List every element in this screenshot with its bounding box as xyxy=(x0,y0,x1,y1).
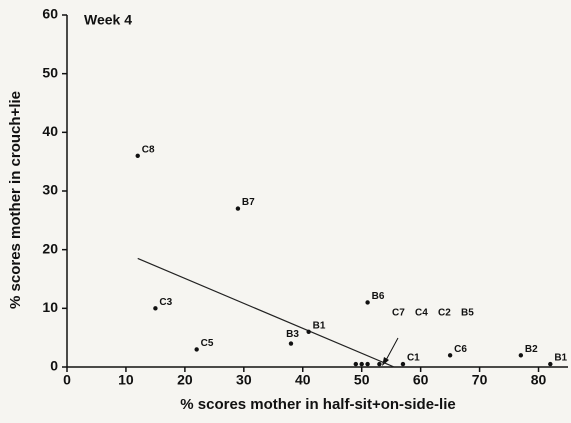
y-tick-label: 0 xyxy=(50,358,58,374)
point-label: B1 xyxy=(313,320,326,331)
point-label: C8 xyxy=(142,144,155,155)
point xyxy=(359,361,364,367)
point xyxy=(365,300,370,305)
point xyxy=(288,341,294,346)
point-label: B7 xyxy=(242,197,255,208)
point xyxy=(194,347,199,352)
point-label: B2 xyxy=(525,344,538,355)
x-axis-label: % scores mother in half-sit+on-side-lie xyxy=(180,396,455,413)
x-tick-label: 0 xyxy=(63,372,71,388)
x-tick-label: 30 xyxy=(236,372,252,388)
y-tick-label: 60 xyxy=(42,6,58,22)
y-tick-label: 10 xyxy=(42,299,58,315)
point xyxy=(365,361,370,367)
point-label: B3 xyxy=(286,329,299,340)
point-label: C3 xyxy=(159,297,172,308)
cluster-arrow-head xyxy=(382,357,389,366)
x-tick-label: 80 xyxy=(531,372,547,388)
point xyxy=(235,206,241,211)
point-label: B5 xyxy=(461,308,474,319)
y-tick-label: 20 xyxy=(42,240,58,256)
point xyxy=(400,361,406,367)
point xyxy=(377,361,382,367)
point-label: C4 xyxy=(415,308,428,319)
point-label: C2 xyxy=(438,308,451,319)
point xyxy=(135,153,140,158)
y-tick-label: 30 xyxy=(42,182,58,198)
chart-title: Week 4 xyxy=(84,12,132,28)
point xyxy=(153,306,158,311)
x-tick-label: 50 xyxy=(354,372,370,388)
point-label: B1 xyxy=(554,353,567,364)
point-label: C5 xyxy=(201,338,214,349)
y-tick-label: 50 xyxy=(42,64,58,80)
trend-line xyxy=(137,257,395,368)
x-tick-label: 60 xyxy=(413,372,429,388)
x-tick-label: 70 xyxy=(472,372,488,388)
point xyxy=(447,353,453,358)
x-tick-label: 10 xyxy=(118,372,134,388)
point xyxy=(306,329,311,334)
point xyxy=(353,361,359,367)
y-tick-label: 40 xyxy=(42,123,58,139)
point-label: C7 xyxy=(392,308,405,319)
point-label: C1 xyxy=(407,353,420,364)
y-axis-label: % scores mother in crouch+lie xyxy=(7,91,24,309)
point-label: C6 xyxy=(454,344,467,355)
point xyxy=(518,353,524,358)
point-label: B6 xyxy=(372,291,385,302)
point xyxy=(548,361,553,367)
x-tick-label: 20 xyxy=(177,372,193,388)
cluster-arrow xyxy=(384,337,399,363)
x-tick-label: 40 xyxy=(295,372,311,388)
